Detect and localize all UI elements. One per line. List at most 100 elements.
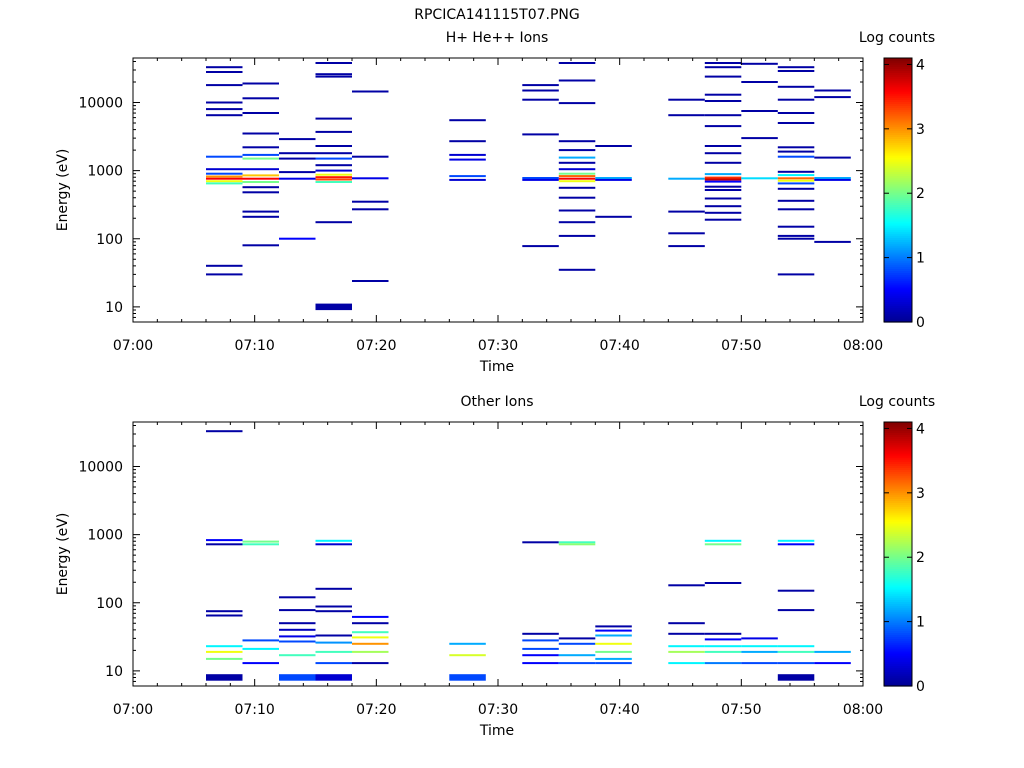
other-ions-colorbar-step	[884, 580, 912, 584]
h-he-ions-colorbar-step	[884, 264, 912, 267]
other-ions-colorbar-step	[884, 545, 912, 549]
h-he-ions-colorbar-step	[884, 76, 912, 80]
other-ions-colorbar-step	[884, 657, 912, 660]
other-ions-colorbar-step	[884, 471, 912, 475]
h-he-ions-cell	[741, 110, 778, 112]
h-he-ions-colorbar-step	[884, 293, 912, 296]
h-he-ions-colorbar: 0 1 2 3 4	[883, 57, 925, 331]
other-ions-colorbar-step	[884, 440, 912, 444]
h-he-ions-cell	[522, 98, 559, 101]
h-he-ions-colorbar-step	[884, 187, 912, 191]
h-he-ions-colorbar-step	[884, 262, 912, 265]
h-he-ions-cell	[242, 97, 279, 100]
other-ions-colorbar-step	[884, 481, 912, 485]
other-ions-cell	[352, 622, 389, 625]
h-he-ions-colorbar-step	[884, 150, 912, 154]
other-ions-colorbar-step	[884, 620, 912, 623]
other-ions-colorbar-step	[884, 630, 912, 633]
other-ions-colorbar-step	[884, 527, 912, 530]
h-he-ions-cell	[206, 101, 243, 104]
other-ions-cell	[741, 645, 778, 648]
other-ions-colorbar-step	[884, 531, 912, 534]
h-he-ions-colorbar-step	[884, 233, 912, 236]
other-ions-cell	[522, 662, 559, 665]
h-he-ions-cell	[558, 234, 596, 237]
other-ions-cell	[315, 650, 352, 653]
h-he-ions-colorbar-step	[884, 317, 912, 321]
h-he-ions-colorbar-step	[884, 216, 912, 220]
other-ions-colorbar-step	[884, 539, 912, 543]
h-he-ions-cell	[814, 156, 851, 159]
other-ions-colorbar-step	[884, 667, 912, 671]
other-ions-cell	[741, 650, 778, 653]
h-he-ions-cell	[206, 84, 243, 87]
other-ions-colorbar-step	[884, 671, 912, 675]
other-ions-cell	[777, 609, 815, 612]
other-ions-cell	[352, 642, 389, 645]
h-he-ions-colorbar-step	[884, 280, 912, 284]
other-ions-colorbar-step	[884, 673, 912, 677]
h-he-ions-cell	[704, 100, 742, 102]
h-he-ions-cell	[704, 173, 742, 176]
h-he-ions-colorbar-step	[884, 313, 912, 317]
h-he-ions-colorbar-step	[884, 185, 912, 189]
other-ions-colorbar-step	[884, 452, 912, 456]
h-he-ions-cell	[558, 149, 596, 152]
h-he-ions-cell	[668, 98, 705, 101]
other-ions-colorbar-step	[884, 655, 912, 658]
h-he-ions-y-tick-label: 100	[96, 232, 123, 248]
h-he-ions-cell	[522, 245, 559, 248]
other-ions-colorbar-step	[884, 535, 912, 539]
h-he-ions-cell	[279, 171, 316, 174]
other-ions-colorbar-step	[884, 446, 912, 450]
h-he-ions-colorbar-step	[884, 126, 912, 129]
h-he-ions-cell	[315, 178, 352, 181]
other-ions-colorbar-step	[884, 617, 912, 621]
h-he-ions-cell	[242, 132, 279, 135]
h-he-ions-cell	[668, 210, 705, 213]
h-he-ions-cell	[668, 114, 705, 117]
h-he-ions-colorbar-step	[884, 220, 912, 224]
h-he-ions-colorbar-step	[884, 206, 912, 210]
other-ions-colorbar-step	[884, 485, 912, 489]
other-ions-cell	[814, 650, 851, 653]
h-he-ions-colorbar-step	[884, 231, 912, 234]
h-he-ions-cell	[704, 178, 742, 181]
other-ions-cell	[595, 625, 632, 628]
h-he-ions-cell	[777, 170, 815, 173]
h-he-ions-colorbar-step	[884, 243, 912, 247]
h-he-ions-cell	[242, 168, 279, 171]
h-he-ions-x-tick-label: 07:00	[113, 338, 153, 354]
other-ions-cell	[668, 632, 705, 635]
h-he-ions-colorbar-tick-label: 3	[916, 122, 925, 138]
other-ions-x-axis-label: Time	[479, 723, 514, 739]
h-he-ions-colorbar-step	[884, 136, 912, 140]
h-he-ions-cell	[449, 153, 486, 156]
h-he-ions-colorbar-step	[884, 86, 912, 90]
other-ions-y-tick-label: 10000	[78, 460, 123, 476]
other-ions-cell	[595, 642, 632, 645]
other-ions-colorbar-step	[884, 663, 912, 666]
other-ions-cell	[279, 596, 316, 599]
h-he-ions-colorbar-step	[884, 311, 912, 315]
other-ions-cell	[206, 657, 243, 660]
other-ions-colorbar-step	[884, 492, 912, 495]
h-he-ions-cell	[777, 150, 815, 153]
h-he-ions-colorbar-step	[884, 74, 912, 78]
h-he-ions-y-axis-label: Energy (eV)	[55, 149, 71, 232]
other-ions-cell	[704, 632, 742, 635]
other-ions-cell	[279, 622, 316, 625]
h-he-ions-cell	[814, 178, 851, 181]
h-he-ions-colorbar-step	[884, 291, 912, 294]
other-ions-colorbar-step	[884, 644, 912, 648]
h-he-ions-y-tick-label: 10000	[78, 96, 123, 112]
h-he-ions-cell	[522, 133, 559, 136]
h-he-ions-cell	[558, 186, 596, 189]
h-he-ions-colorbar-step	[884, 274, 912, 278]
h-he-ions-colorbar-step	[884, 78, 912, 82]
other-ions-y-axis-label: Energy (eV)	[55, 513, 71, 596]
h-he-ions-cell	[704, 218, 742, 221]
h-he-ions-cell	[704, 197, 742, 200]
other-ions-colorbar-step	[884, 642, 912, 646]
h-he-ions-cell	[777, 122, 815, 124]
